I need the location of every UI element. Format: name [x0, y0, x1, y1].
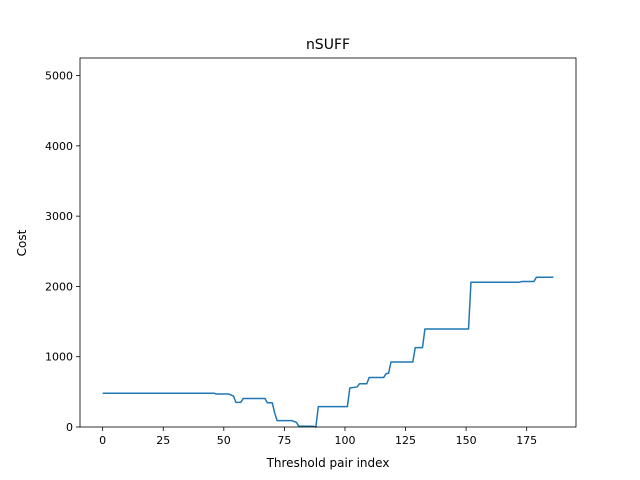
x-tick-label: 0 [99, 434, 106, 447]
x-axis-label: Threshold pair index [266, 456, 390, 470]
x-tick-label: 125 [395, 434, 416, 447]
x-axis-ticks: 0 25 50 75 100 125 150 175 [99, 427, 537, 447]
y-tick-label: 4000 [45, 140, 73, 153]
x-tick-label: 75 [277, 434, 291, 447]
y-tick-label: 1000 [45, 351, 73, 364]
y-tick-label: 5000 [45, 70, 73, 83]
y-tick-label: 3000 [45, 210, 73, 223]
y-axis-label: Cost [15, 229, 29, 256]
x-tick-label: 150 [456, 434, 477, 447]
x-tick-label: 100 [334, 434, 355, 447]
y-tick-label: 2000 [45, 280, 73, 293]
y-tick-label: 0 [66, 421, 73, 434]
x-tick-label: 25 [156, 434, 170, 447]
plot-area [102, 276, 554, 428]
series-line-0 [102, 276, 554, 428]
y-axis-ticks: 0 1000 2000 3000 4000 5000 [45, 70, 80, 434]
axes-frame [79, 57, 577, 428]
x-tick-label: 175 [516, 434, 537, 447]
chart-title: nSUFF [306, 37, 350, 53]
x-tick-label: 50 [217, 434, 231, 447]
